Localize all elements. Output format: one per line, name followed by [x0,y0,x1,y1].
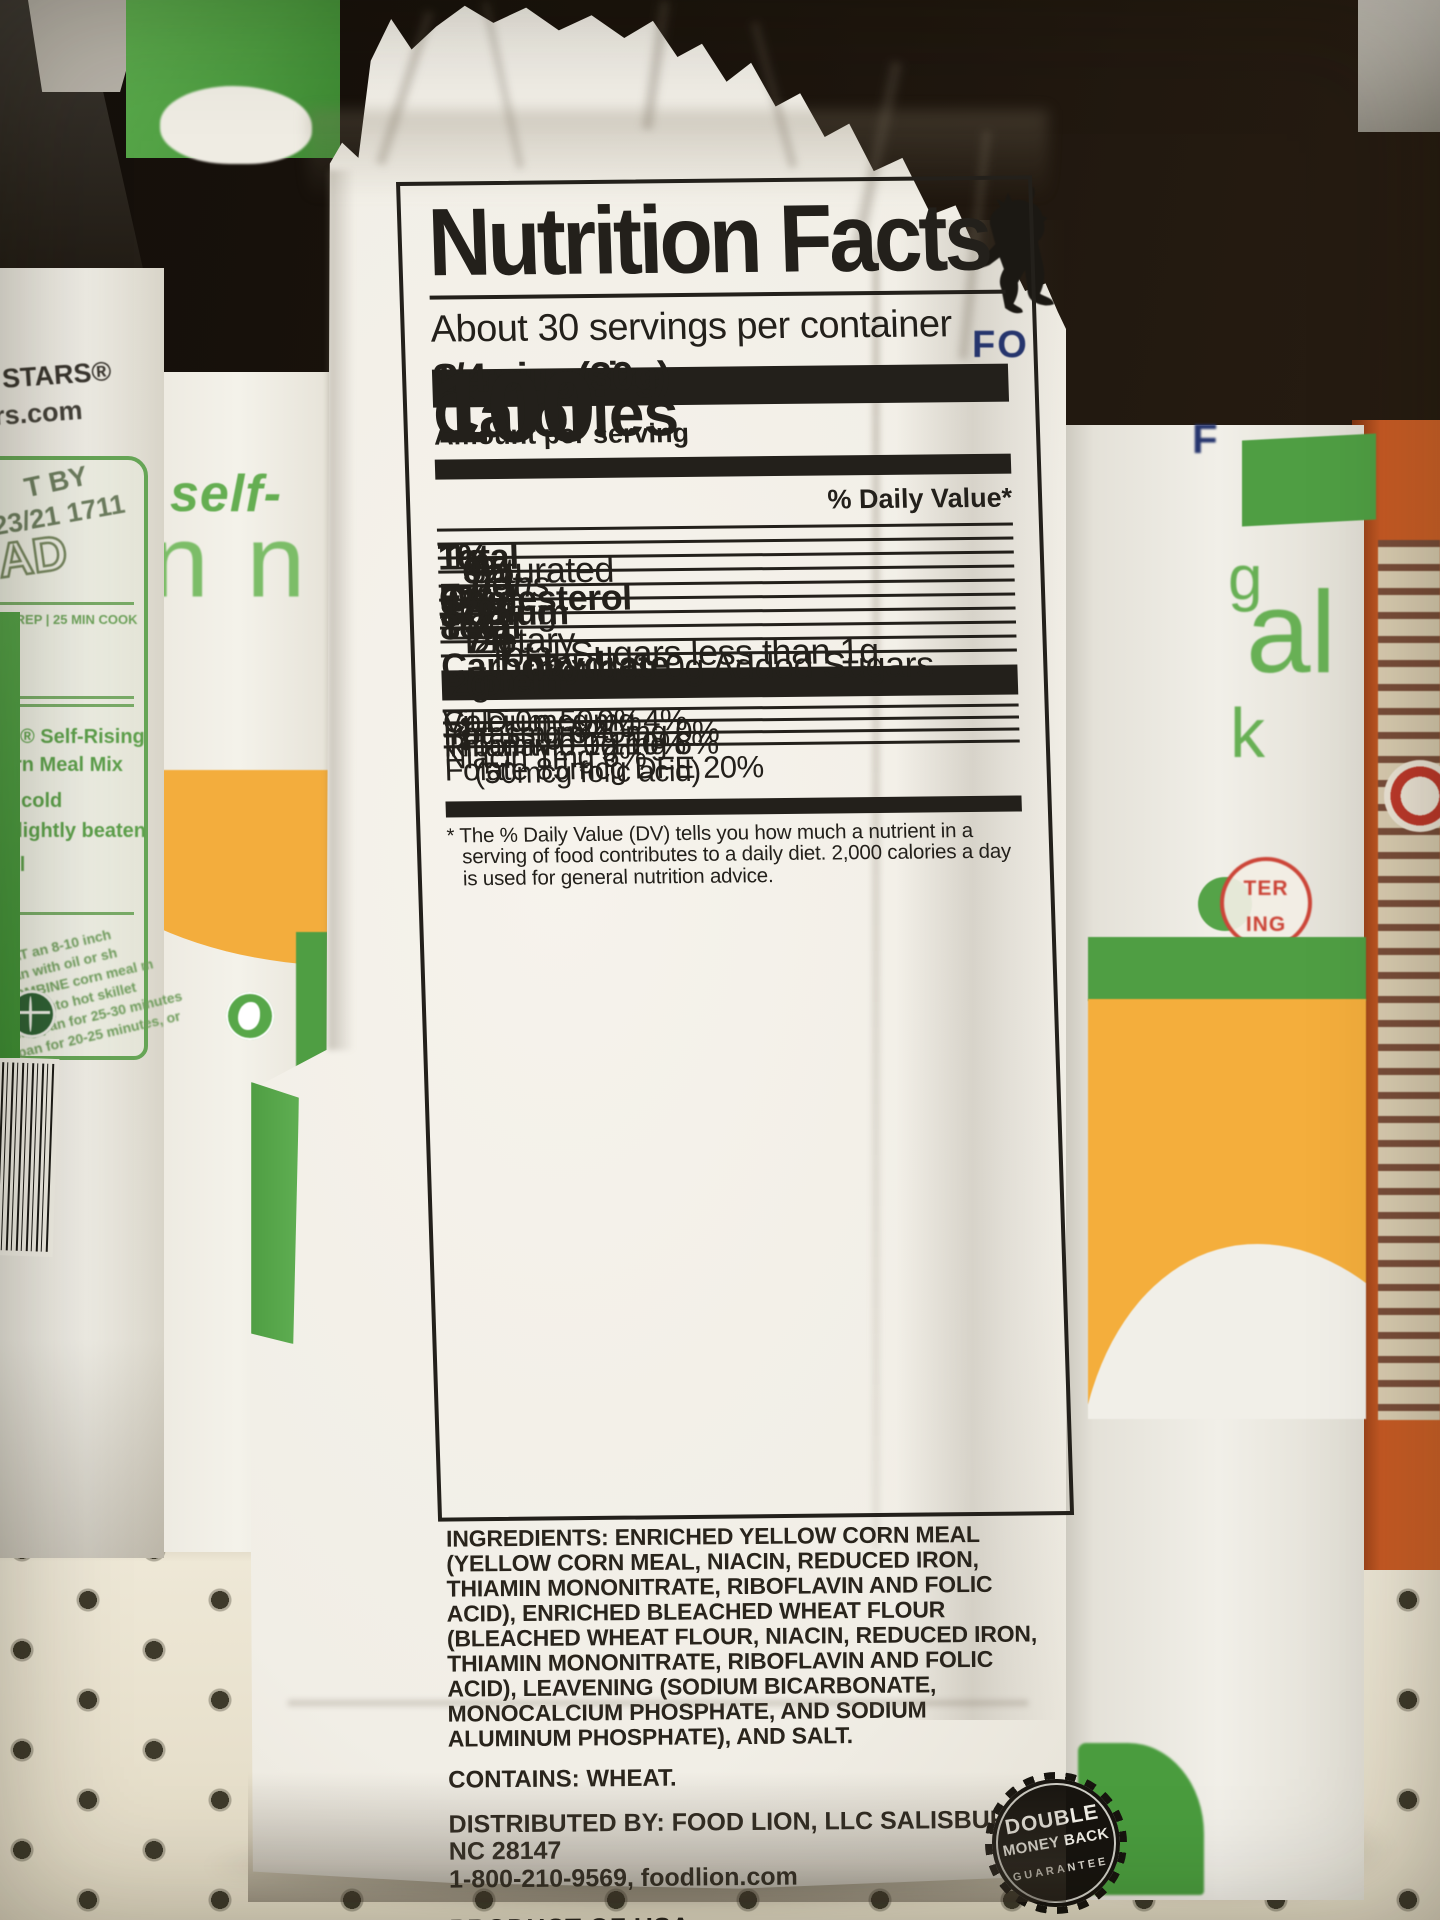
box-text-panel [1378,540,1440,1420]
divider [0,696,134,699]
red-stamp-badge: TER ING [1220,857,1312,949]
green-block [1242,433,1376,527]
date-stamp-line3: AD [0,525,72,590]
divider [0,602,134,605]
letter-fragment: k [1230,694,1265,772]
food-lion-logo-fragment: F [1192,415,1218,462]
prep-time-fragment: N PREP | 25 MIN COOK [0,612,138,627]
daily-value-footnote: * The % Daily Value (DV) tells you how m… [446,818,1012,891]
calories-value: 100 [431,350,596,465]
left-cornmeal-package: STARS® rs.com T BY 23/21 1711 AD N PREP … [0,268,184,1558]
divider [0,912,134,915]
bag-green-edge [251,1082,299,1344]
corn-meal-letters-fragment: n n [150,505,310,619]
letter-fragment: al [1246,567,1337,697]
package-shadow [0,1338,164,1558]
main-cornmeal-bag: FO Nutrition Facts About 30 servings per… [248,0,1139,1920]
nutrition-facts-title: Nutrition Facts [426,182,991,296]
brand-roundel-icon [226,992,274,1040]
yellow-band [1088,999,1366,1419]
bag-surface [249,5,1066,1889]
letter-fragment: g [1228,544,1263,613]
self-rising-script-fragment: self- [170,465,282,523]
desc-fragment: ® Self-Rising [20,726,145,748]
barcode [0,1056,60,1258]
daily-value-header: % Daily Value* [827,482,1013,515]
nutrition-facts-label: Nutrition Facts About 30 servings per co… [396,175,1075,1522]
servings-per-container: About 30 servings per container [429,303,953,351]
package-highlight [160,86,312,164]
desc-fragment: , cold [10,790,63,812]
ingredients-text: INGREDIENTS: ENRICHED YELLOW CORN MEAL (… [445,1520,1038,1752]
box-emblem-icon [1384,760,1440,832]
desc-fragment: rn Meal Mix [14,754,123,776]
divider [0,704,134,707]
desc-fragment: , lightly beaten [6,820,147,842]
upper-shelf-green-package [126,0,340,164]
food-lion-wordmark-fragment: FO [972,324,1029,366]
left-package-url-fragment: rs.com [0,394,84,432]
green-band [1088,937,1366,1001]
orange-product-box [1352,420,1440,1570]
left-package-info-box: T BY 23/21 1711 AD N PREP | 25 MIN COOK … [0,456,184,1065]
shelf-edge-highlight-right [1358,0,1440,132]
product-of-text: PRODUCT OF USA [449,1908,1049,1920]
thick-bar [445,795,1022,818]
food-lion-lion-icon [960,179,1071,330]
green-package-sliver [0,612,20,1058]
right-cornmeal-package: F g al k TER ING [1042,415,1376,1900]
left-package-brand-fragment: STARS® [1,356,113,394]
